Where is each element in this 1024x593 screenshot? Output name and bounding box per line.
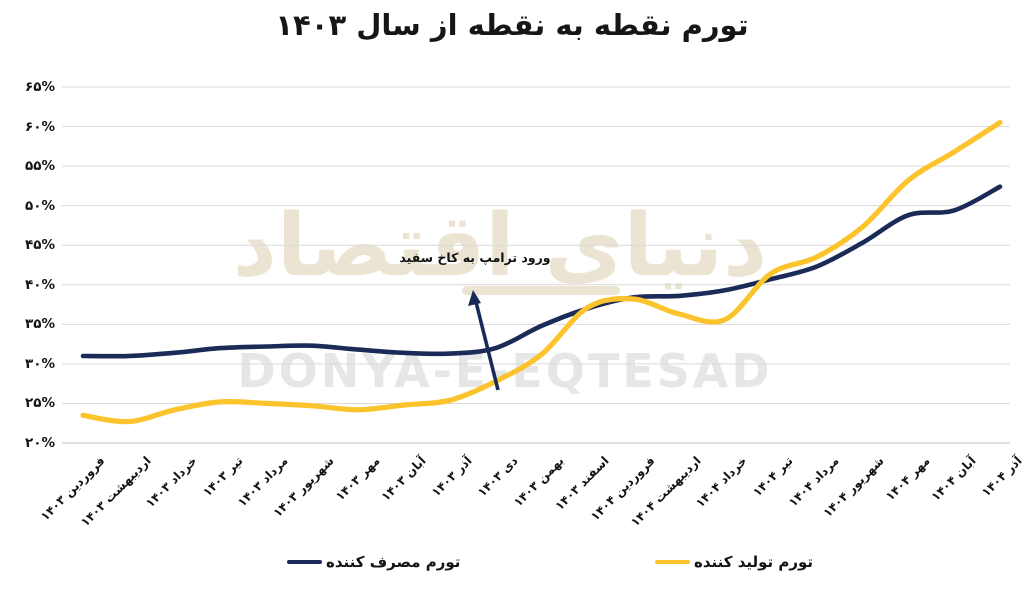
y-tick-label: ۴۵% — [24, 237, 55, 254]
legend-label: تورم تولید کننده — [694, 553, 814, 571]
annotation-trump-white-house: ورود ترامپ به کاخ سفید — [399, 250, 551, 265]
legend-swatch — [655, 560, 690, 564]
annotation-arrow — [468, 290, 500, 391]
legend-item-producer: تورم تولید کننده — [655, 551, 813, 573]
producer-inflation-line — [80, 120, 1003, 425]
y-tick-label: ۵۵% — [24, 158, 55, 175]
y-tick-label: ۶۵% — [24, 79, 55, 95]
y-tick-label: ۴۰% — [24, 276, 55, 293]
y-tick-label: ۶۰% — [24, 118, 55, 135]
legend-item-consumer: تورم مصرف کننده — [287, 551, 460, 573]
legend-label: تورم مصرف کننده — [326, 553, 461, 571]
series-lines — [80, 120, 1003, 425]
y-tick-label: ۲۵% — [24, 395, 55, 412]
consumer-inflation-line — [80, 184, 1003, 359]
y-tick-label: ۲۰% — [24, 435, 55, 451]
y-tick-label: ۵۰% — [24, 197, 55, 214]
y-tick-label: ۳۰% — [24, 355, 55, 372]
y-tick-label: ۳۵% — [24, 316, 55, 333]
legend-swatch — [287, 560, 322, 564]
gridlines — [62, 86, 1010, 444]
chart-title: تورم نقطه به نقطه از سال ۱۴۰۳ — [275, 8, 749, 42]
